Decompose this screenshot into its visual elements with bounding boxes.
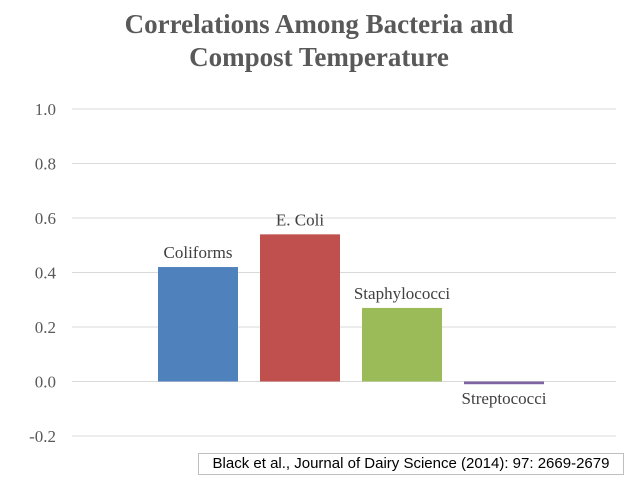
bar-label: E. Coli (276, 210, 324, 229)
bar-label: Streptococci (462, 389, 547, 408)
y-tick-label: 0.4 (35, 264, 57, 283)
y-tick-label: 0.8 (35, 155, 56, 174)
y-tick-label: 0.6 (35, 209, 56, 228)
y-tick-label: 1.0 (35, 100, 56, 119)
bar-label: Coliforms (164, 243, 233, 262)
y-tick-label: 0.2 (35, 318, 56, 337)
bar (260, 234, 340, 382)
bar-label: Staphylococci (354, 284, 451, 303)
bar (158, 267, 238, 382)
y-tick-label: 0.0 (35, 373, 56, 392)
chart-title: Correlations Among Bacteria and Compost … (0, 8, 638, 74)
y-tick-label: -0.2 (29, 427, 56, 446)
bar (464, 381, 544, 385)
bar (362, 307, 442, 382)
citation: Black et al., Journal of Dairy Science (… (198, 453, 624, 475)
chart-title-line-1: Correlations Among Bacteria and (124, 9, 514, 39)
chart-title-line-2: Compost Temperature (189, 42, 449, 72)
